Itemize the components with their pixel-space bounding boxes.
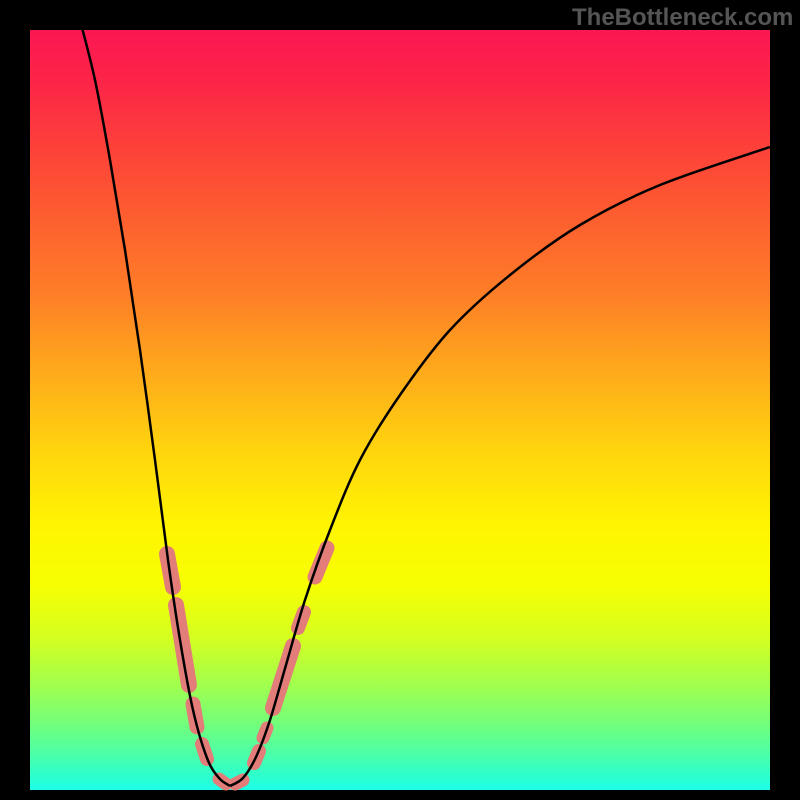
figure-root: TheBottleneck.com (0, 0, 800, 800)
gradient-fill (30, 30, 770, 790)
watermark-text: TheBottleneck.com (572, 4, 793, 32)
